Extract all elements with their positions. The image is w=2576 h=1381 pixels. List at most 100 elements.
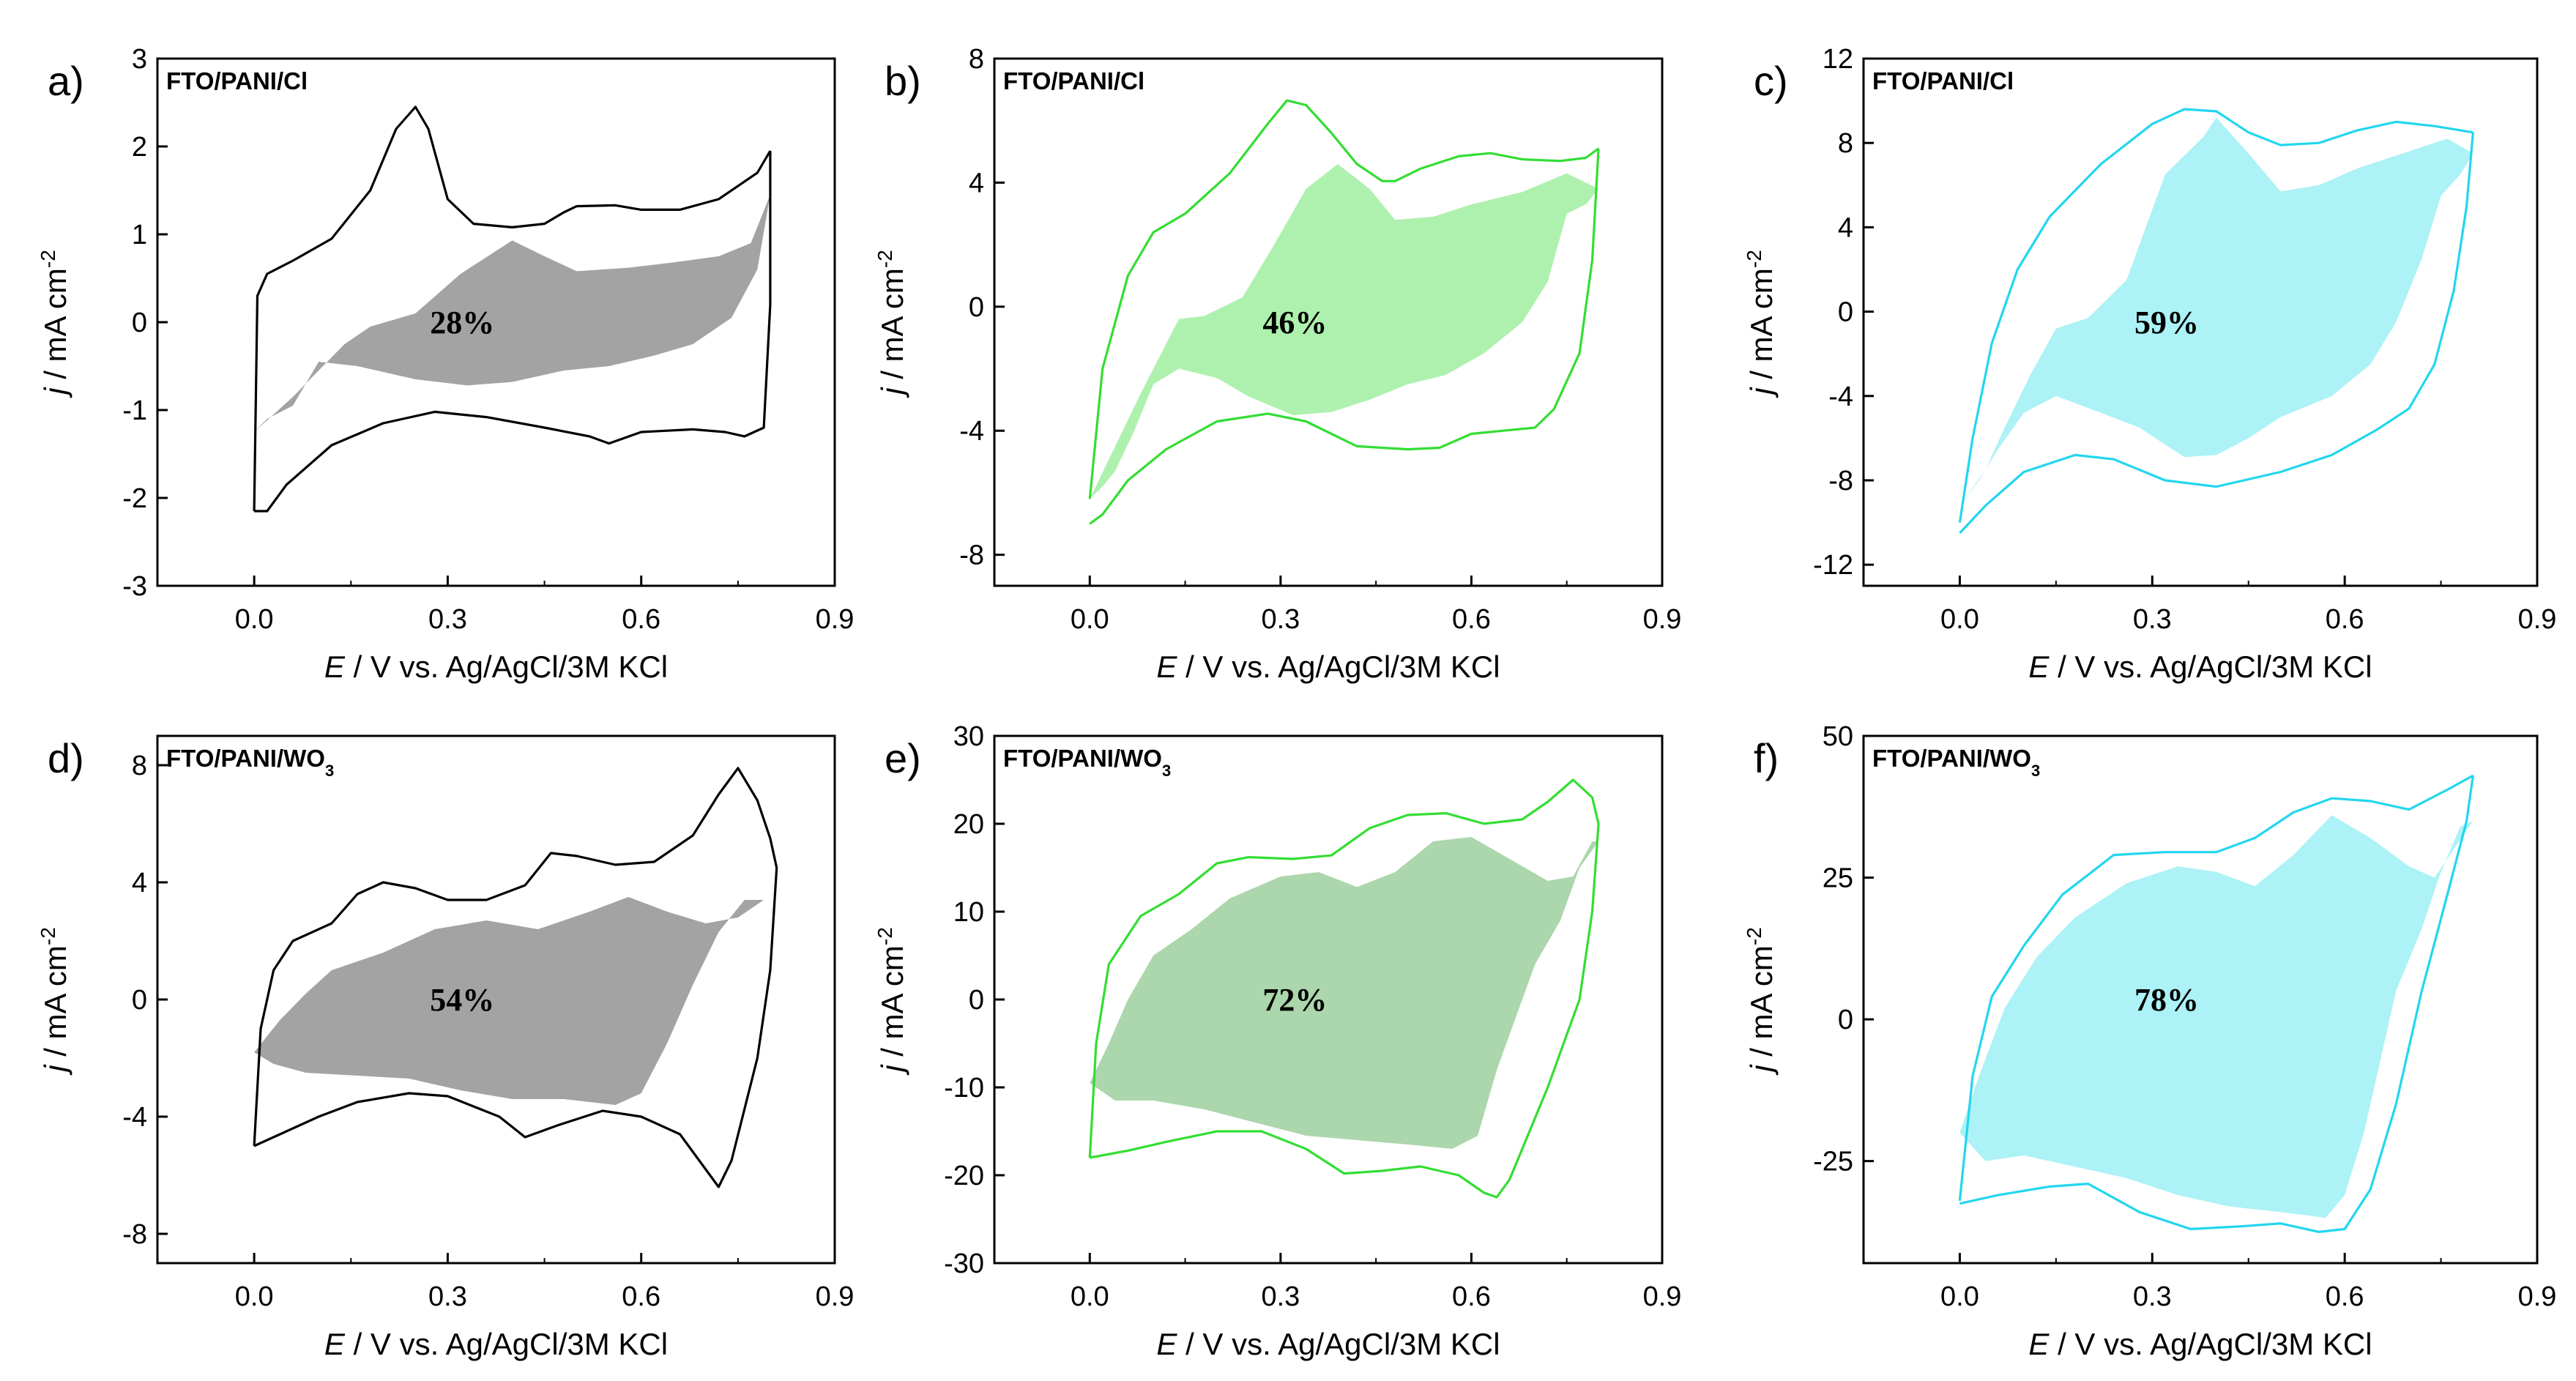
cv-curve-cathodic: [1089, 148, 1600, 525]
cv-curve-anodic: [1088, 99, 1600, 499]
y-tick-label: -1: [122, 395, 147, 426]
cv-curve-anodic: [253, 105, 772, 512]
x-tick-label: 0.3: [2133, 604, 2172, 635]
x-tick-label: 0.9: [2518, 1281, 2557, 1312]
x-axis-label: E / V vs. Ag/AgCl/3M KCl: [324, 1327, 668, 1361]
cv-curve-anodic: [253, 767, 778, 1147]
shaded-retention-area: [1090, 164, 1599, 499]
y-tick-label: 8: [969, 44, 984, 75]
x-tick-label: 0.0: [1071, 1281, 1109, 1312]
panel-letter: d): [48, 735, 84, 781]
y-tick-label: -3: [122, 571, 147, 602]
panel-letter: c): [1754, 58, 1788, 104]
shaded-retention-area: [1090, 837, 1599, 1149]
x-tick-label: 0.0: [1940, 604, 1979, 635]
shaded-retention-area: [254, 897, 764, 1105]
x-tick-label: 0.9: [1643, 1281, 1682, 1312]
axes-frame: [1862, 734, 2539, 1265]
y-tick-label: -8: [959, 540, 984, 571]
y-tick-label: 0: [969, 985, 984, 1016]
y-tick-label: 25: [1823, 863, 1853, 894]
y-tick-label: 0: [132, 308, 147, 338]
axes-frame: [993, 57, 1664, 587]
y-axis-label: j / mA cm-2: [1743, 927, 1779, 1076]
cv-curve-anodic: [1088, 778, 1600, 1158]
y-tick-label: -10: [944, 1073, 984, 1103]
y-tick-label: 20: [953, 809, 984, 840]
shaded-retention-area: [254, 195, 770, 432]
y-tick-label: 8: [132, 751, 147, 781]
x-tick-label: 0.0: [1940, 1281, 1979, 1312]
cv-curve-cathodic: [1959, 132, 2474, 535]
y-tick-label: 0: [132, 985, 147, 1016]
y-tick-label: 3: [132, 44, 147, 75]
chart-panel-e: 0.0 0.3 0.6 0.9 -30 -20 -10 0 10 20 30 E / V vs. Ag…: [874, 721, 1682, 1361]
y-axis-label: j / mA cm-2: [37, 927, 73, 1076]
y-tick-label: -8: [1828, 466, 1853, 496]
x-tick-label: 0.6: [1452, 1281, 1491, 1312]
x-tick-label: 0.3: [2133, 1281, 2172, 1312]
sample-label: FTO/PANI/Cl: [1872, 67, 2014, 94]
sample-label: FTO/PANI/WO3: [1872, 745, 2040, 780]
y-tick-label: 8: [1838, 128, 1853, 159]
panel-letter: a): [48, 58, 84, 104]
sample-label: FTO/PANI/WO3: [1003, 745, 1171, 780]
x-tick-label: 0.6: [2326, 604, 2364, 635]
retention-percent-label: 59%: [2134, 305, 2199, 340]
retention-percent-label: 78%: [2134, 982, 2199, 1018]
x-tick-label: 0.9: [2518, 604, 2557, 635]
x-tick-label: 0.9: [1643, 604, 1682, 635]
axes-frame: [1862, 57, 2539, 587]
y-tick-label: 0: [1838, 1005, 1853, 1035]
x-axis-label: E / V vs. Ag/AgCl/3M KCl: [1156, 649, 1500, 684]
chart-panel-c: 0.0 0.3 0.6 0.9 -12 -8 -4 0 4 8 12 E / V vs. Ag/AgC…: [1743, 44, 2557, 684]
x-tick-label: 0.3: [1261, 1281, 1300, 1312]
cv-curve-anodic: [1958, 108, 2473, 523]
x-tick-label: 0.9: [816, 1281, 855, 1312]
retention-percent-label: 28%: [430, 305, 494, 340]
y-tick-label: 0: [1838, 297, 1853, 328]
y-tick-label: -4: [959, 416, 984, 447]
x-tick-label: 0.0: [1071, 604, 1109, 635]
x-tick-label: 0.6: [622, 1281, 660, 1312]
y-tick-label: 50: [1823, 721, 1853, 752]
x-axis-label: E / V vs. Ag/AgCl/3M KCl: [2028, 649, 2372, 684]
y-tick-label: -12: [1813, 550, 1853, 581]
y-tick-label: 0: [969, 292, 984, 323]
y-tick-label: 4: [132, 868, 147, 898]
cv-curve-cathodic: [254, 151, 772, 513]
cv-curve-cathodic: [1090, 823, 1600, 1199]
x-tick-label: 0.6: [1452, 604, 1491, 635]
x-axis-label: E / V vs. Ag/AgCl/3M KCl: [2028, 1327, 2372, 1361]
y-axis-label: j / mA cm-2: [874, 250, 910, 398]
sample-label: FTO/PANI/WO3: [166, 745, 334, 780]
sample-label: FTO/PANI/Cl: [1003, 67, 1144, 94]
x-axis-label: E / V vs. Ag/AgCl/3M KCl: [324, 649, 668, 684]
cv-curve-cathodic: [253, 867, 778, 1188]
chart-panel-f: 0.0 0.3 0.6 0.9 -25 0 25 50 E / V vs. Ag/AgCl/3M…: [1743, 721, 2557, 1361]
cv-curve-anodic: [1958, 774, 2474, 1201]
y-tick-label: 2: [132, 132, 147, 163]
y-axis-label: j / mA cm-2: [874, 927, 910, 1076]
x-tick-label: 0.0: [235, 604, 274, 635]
shaded-retention-area: [1959, 117, 2473, 506]
sample-label: FTO/PANI/Cl: [166, 67, 308, 94]
x-tick-label: 0.3: [1261, 604, 1300, 635]
y-tick-label: 4: [1838, 212, 1853, 243]
y-tick-label: -20: [944, 1161, 984, 1191]
y-tick-label: 10: [953, 897, 984, 928]
panel-letter: e): [885, 735, 921, 781]
x-tick-label: 0.3: [428, 604, 467, 635]
retention-percent-label: 46%: [1262, 305, 1327, 340]
y-tick-label: -25: [1813, 1147, 1853, 1177]
y-tick-label: -4: [1828, 381, 1853, 412]
x-tick-label: 0.0: [235, 1281, 274, 1312]
panel-letter: b): [885, 58, 921, 104]
y-tick-label: -2: [122, 483, 147, 514]
y-tick-label: -30: [944, 1248, 984, 1279]
chart-panel-b: 0.0 0.3 0.6 0.9 -8 -4 0 4 8 E / V vs. Ag/AgCl/3M …: [874, 44, 1682, 684]
y-axis-label: j / mA cm-2: [37, 250, 73, 398]
x-tick-label: 0.9: [816, 604, 855, 635]
retention-percent-label: 72%: [1262, 982, 1327, 1018]
x-axis-label: E / V vs. Ag/AgCl/3M KCl: [1156, 1327, 1500, 1361]
